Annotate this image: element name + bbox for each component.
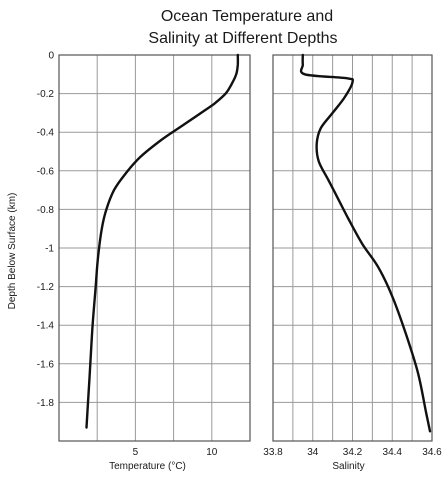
salinity-series-line: [299, 53, 432, 433]
chart-title-line-1: Ocean Temperature and: [161, 8, 333, 25]
x-tick-label: 33.8: [263, 447, 283, 458]
y-axis-label: Depth Below Surface (km): [7, 193, 18, 310]
salinity-panel: 33.8 34 34.2 34.4 34.6 Salinity: [263, 53, 442, 472]
x-tick-label: 34.4: [383, 447, 403, 458]
chart-title-line-2: Salinity at Different Depths: [148, 30, 337, 47]
y-tick-label: -0.6: [37, 166, 55, 177]
y-tick-label: -1.2: [37, 282, 55, 293]
x-tick-label: 34: [307, 447, 319, 458]
y-tick-label: -1.8: [37, 398, 55, 409]
x-tick-label: 34.6: [422, 447, 442, 458]
y-tick-label: 0: [48, 51, 54, 62]
x-tick-label: 10: [206, 447, 218, 458]
x-tick-label: 34.2: [343, 447, 363, 458]
y-tick-label: -1: [45, 244, 54, 255]
y-tick-label: -1.4: [37, 321, 55, 332]
x-axis-label: Salinity: [332, 461, 364, 472]
y-tick-labels: 0 -0.2 -0.4 -0.6 -0.8 -1 -1.2 -1.4 -1.6 -1.8: [37, 51, 55, 409]
y-tick-label: -0.4: [37, 128, 55, 139]
x-axis-label: Temperature (°C): [109, 461, 186, 472]
y-tick-label: -0.2: [37, 89, 55, 100]
y-tick-label: -1.6: [37, 359, 55, 370]
temperature-series-line: [85, 53, 240, 429]
x-tick-label: 5: [133, 447, 139, 458]
y-tick-label: -0.8: [37, 205, 55, 216]
plot-frame: [58, 54, 251, 442]
plot-frame: [272, 54, 433, 442]
temperature-panel: 5 10 Temperature (°C): [58, 53, 251, 472]
